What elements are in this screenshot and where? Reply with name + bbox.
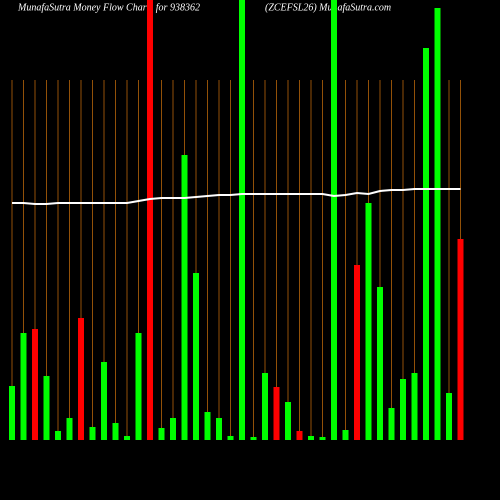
bar (193, 273, 199, 440)
bar (308, 436, 314, 440)
bar (365, 203, 372, 440)
bar (377, 287, 383, 440)
bar (423, 48, 429, 440)
bar (319, 437, 326, 440)
chart-subtitle: (ZCEFSL26) MunafaSutra.com (265, 2, 391, 13)
bar (170, 418, 176, 440)
bar (285, 402, 291, 440)
bar (388, 408, 395, 440)
bar (147, 0, 153, 440)
bar (32, 329, 38, 440)
bar (89, 427, 96, 440)
bar (411, 373, 418, 440)
money-flow-line (12, 188, 461, 205)
bar (342, 430, 349, 440)
bar (227, 436, 234, 440)
bar (135, 333, 142, 440)
bar (446, 393, 452, 440)
bar (457, 239, 464, 440)
bar (273, 387, 280, 440)
bar (250, 437, 257, 440)
bar (354, 265, 360, 440)
bar (55, 431, 61, 440)
bar (181, 155, 188, 440)
bar (66, 418, 73, 440)
bar (400, 379, 406, 440)
bar (101, 362, 107, 440)
bar (216, 418, 222, 440)
bar (296, 431, 303, 440)
bar (20, 333, 27, 440)
bar (331, 0, 337, 440)
bar (78, 318, 84, 440)
chart-title: MunafaSutra Money Flow Charts for 938362 (17, 2, 200, 13)
bar (262, 373, 268, 440)
bar (112, 423, 119, 440)
bar (158, 428, 165, 440)
bar (204, 412, 211, 440)
bar (239, 0, 245, 440)
bar (9, 386, 15, 440)
bar (124, 436, 130, 440)
bar (43, 376, 50, 440)
bar (434, 8, 441, 440)
